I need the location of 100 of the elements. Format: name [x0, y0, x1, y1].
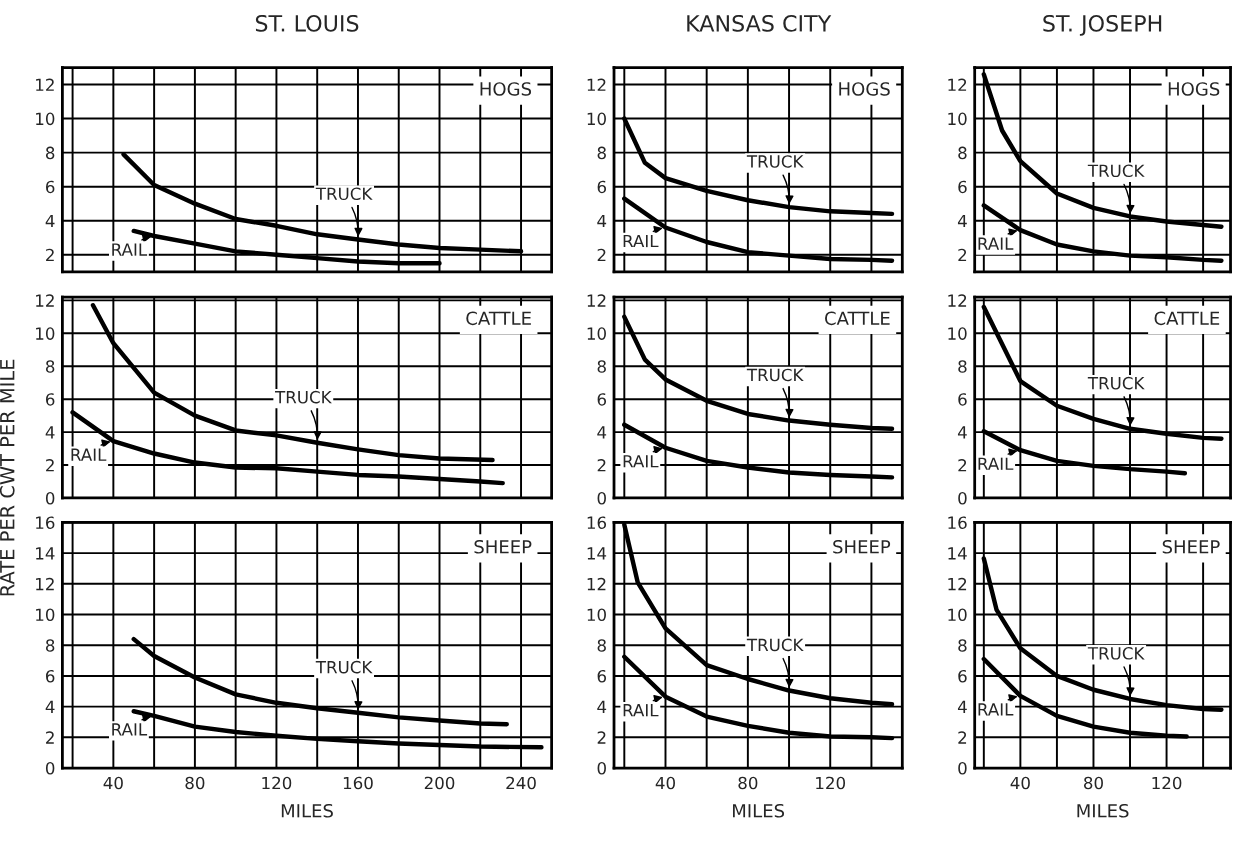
y-tick-label: 6: [597, 669, 607, 683]
y-tick-label: 10: [948, 112, 967, 126]
y-tick-label: 16: [948, 516, 967, 530]
y-tick-label: 14: [948, 547, 967, 560]
series-label: TRUCK: [746, 638, 804, 652]
y-axis-title: RATE PER CWT PER MILE: [0, 359, 15, 596]
series-label: TRUCK: [746, 368, 804, 382]
y-tick-label: 6: [597, 393, 607, 406]
y-tick-label: 12: [948, 78, 967, 91]
legend-label: RAIL: [978, 703, 1014, 716]
y-tick-label: 6: [958, 180, 967, 194]
y-tick-label: 4: [597, 700, 607, 713]
annotation: CATTLE: [825, 311, 890, 326]
annotation: SHEEP: [474, 539, 532, 554]
chart-title: KANSAS CITY: [687, 14, 832, 32]
legend-label: RAIL: [71, 448, 107, 461]
y-tick-label: 0: [958, 762, 967, 775]
y-tick-label: 6: [958, 669, 967, 683]
y-tick-label: 10: [36, 112, 55, 126]
y-tick-label: 2: [958, 731, 967, 744]
text: TRUCK: [315, 660, 373, 674]
y-tick-label: 2: [958, 458, 967, 472]
y-tick-label: 6: [46, 669, 55, 683]
series-label: TRUCK: [275, 390, 332, 404]
y-tick-label: 12: [36, 577, 54, 591]
y-tick-label: 4: [597, 214, 607, 228]
x-tick-label: 200: [424, 776, 455, 790]
legend-label: RAIL: [623, 234, 659, 248]
series-label: TRUCK: [1087, 376, 1145, 390]
y-tick-label: 0: [45, 762, 55, 775]
y-tick-label: 12: [587, 294, 606, 307]
y-tick-label: 2: [46, 248, 54, 262]
y-tick-label: 8: [958, 639, 967, 652]
y-tick-label: 8: [958, 146, 967, 160]
chart-title: ST. LOUIS: [255, 14, 359, 32]
x-axis-title: MILES: [281, 803, 333, 818]
annotation: HOGS: [839, 82, 890, 96]
y-tick-label: 4: [45, 214, 55, 228]
y-tick-label: 4: [957, 700, 967, 713]
legend-label: RAIL: [112, 723, 148, 736]
y-tick-label: 4: [597, 426, 607, 439]
y-tick-label: 6: [958, 393, 967, 406]
annotation: CATTLE: [466, 311, 531, 326]
annotation: SHEEP: [1162, 539, 1220, 554]
y-tick-label: 8: [45, 360, 55, 373]
y-tick-label: 16: [587, 516, 607, 530]
y-tick-label: 4: [45, 426, 55, 439]
y-tick-label: 0: [45, 491, 55, 505]
series-label: TRUCK: [746, 155, 804, 168]
x-tick-label: 80: [738, 776, 758, 790]
x-tick-label: 120: [816, 776, 846, 790]
y-tick-label: 8: [597, 146, 606, 160]
y-tick-label: 2: [46, 731, 54, 744]
annotation: CATTLE: [1154, 311, 1220, 326]
y-tick-label: 6: [597, 180, 607, 194]
annotation: SHEEP: [833, 539, 891, 554]
y-tick-label: 10: [587, 112, 606, 126]
y-tick-label: 0: [958, 491, 967, 505]
y-tick-label: 14: [36, 547, 55, 560]
y-tick-label: 10: [36, 327, 55, 340]
y-tick-label: 4: [957, 214, 967, 228]
annotation: HOGS: [480, 82, 532, 96]
x-tick-label: 120: [262, 776, 292, 790]
series-label: TRUCK: [1087, 647, 1145, 660]
y-tick-label: 0: [597, 762, 606, 775]
legend-label: RAIL: [978, 457, 1014, 470]
y-tick-label: 10: [948, 327, 967, 340]
legend-label: RAIL: [623, 455, 659, 468]
y-tick-label: 6: [46, 393, 55, 406]
legend-label: RAIL: [623, 704, 659, 717]
y-tick-label: 12: [36, 294, 54, 307]
y-tick-label: 2: [597, 731, 606, 744]
series-label: TRUCK: [1087, 164, 1145, 178]
x-tick-label: 80: [1084, 776, 1103, 790]
y-tick-label: 8: [597, 360, 606, 373]
y-tick-label: 2: [597, 248, 606, 262]
y-tick-label: 2: [958, 248, 967, 262]
y-tick-label: 8: [45, 639, 55, 652]
y-tick-label: 0: [597, 491, 606, 505]
y-tick-label: 10: [587, 608, 606, 622]
y-tick-label: 8: [597, 639, 606, 652]
x-tick-label: 40: [103, 776, 123, 790]
chart-title: ST. JOSEPH: [1043, 14, 1162, 36]
y-tick-label: 10: [36, 608, 55, 622]
legend-label: RAIL: [112, 243, 148, 256]
x-axis-title: MILES: [1077, 803, 1129, 818]
x-tick-label: 160: [343, 776, 373, 790]
annotation: HOGS: [1168, 82, 1220, 96]
y-tick-label: 10: [948, 608, 967, 622]
y-tick-label: 12: [948, 577, 967, 591]
x-axis-title: MILES: [733, 803, 785, 818]
y-tick-label: 14: [587, 547, 607, 560]
y-tick-label: 12: [36, 78, 54, 91]
series-label: TRUCK: [315, 187, 373, 201]
y-tick-label: 2: [46, 458, 54, 472]
y-tick-label: 12: [948, 294, 967, 307]
x-tick-label: 240: [506, 776, 536, 790]
y-tick-label: 12: [587, 78, 606, 91]
legend-label: RAIL: [978, 237, 1014, 250]
y-tick-label: 4: [45, 700, 55, 713]
